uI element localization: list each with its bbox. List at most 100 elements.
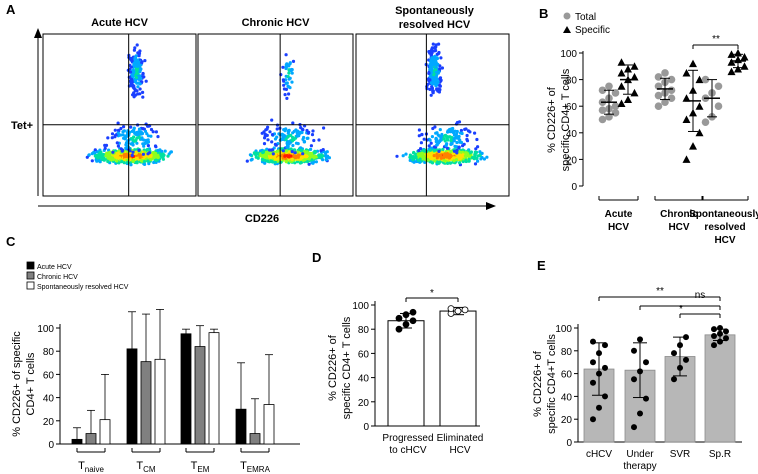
data-point [409, 317, 417, 325]
group-label: Acute [605, 209, 633, 220]
category-label: Progressed [382, 433, 433, 444]
category-EM: TEM [180, 325, 220, 474]
y-tick-label: 100 [555, 324, 572, 335]
category-naive: Tnaive [71, 373, 111, 474]
y-axis-label-2: specific CD4+T cells [546, 334, 558, 434]
flow-plot-frame [197, 33, 354, 197]
bar [208, 332, 220, 445]
data-point [683, 334, 689, 341]
panel-letter-b: B [539, 6, 548, 21]
data-point [714, 82, 723, 91]
legend-triangle-icon [563, 26, 571, 33]
y-tick-label: 40 [43, 394, 55, 405]
data-point [682, 155, 691, 163]
bar-group-3: SVR [664, 334, 696, 460]
y-axis-label-2: CD4+ T cells [25, 352, 37, 415]
category-EMRA: TEMRA [235, 354, 275, 474]
group-label-2: resolved [704, 222, 745, 233]
category-label: SVR [670, 449, 691, 460]
data-point [671, 350, 677, 357]
panel-e-chart: 0 20 40 60 80 100 % CD226+ of specific CD4+T ce… [532, 286, 742, 472]
y-tick-label: 60 [358, 349, 370, 360]
bar [263, 404, 275, 445]
flow-plot-title: Chronic HCV [242, 17, 311, 29]
data-point [409, 308, 417, 316]
panel-d-chart: 0 20 40 60 80 100 % CD226+ of specific CD4+ T c… [327, 288, 483, 456]
legend-swatch [26, 271, 35, 280]
data-point [654, 82, 663, 91]
significance-label: ns [695, 290, 706, 301]
data-point [740, 52, 749, 61]
category-label: cHCV [586, 449, 612, 460]
data-point [682, 115, 691, 123]
data-point [598, 115, 607, 124]
data-point [590, 338, 596, 345]
data-point [631, 347, 637, 354]
data-point [711, 342, 717, 349]
data-point [611, 89, 620, 97]
category-label: TEM [191, 460, 210, 474]
data-point [727, 58, 736, 66]
panel-a-flow-plots: Tet+ CD226 Acute HCV Chronic HCV Spontaneous… [11, 5, 510, 225]
data-point [605, 113, 613, 121]
flow-plot-title: Spontaneously [395, 5, 475, 17]
flow-plot-title: Acute HCV [91, 17, 149, 29]
flow-plot-3: Spontaneously resolved HCV [355, 5, 510, 197]
data-point [717, 325, 723, 331]
y-tick-label: 80 [43, 347, 55, 358]
data-point [630, 72, 639, 81]
data-point [711, 332, 717, 339]
group-3: Spontaneously resolved HCV [689, 49, 758, 246]
y-tick-label: 0 [571, 182, 577, 193]
data-point [643, 395, 649, 402]
data-point [598, 106, 607, 114]
y-tick-label: 100 [37, 324, 54, 335]
y-axis-label: % CD226+ of [327, 334, 339, 401]
bar [387, 320, 425, 427]
y-tick-label: 0 [566, 438, 572, 449]
group-label: Spontaneously [689, 209, 758, 220]
cd226-axis-label: CD226 [245, 213, 279, 225]
y-tick-label: 20 [561, 415, 573, 426]
x-arrow-icon [486, 202, 496, 210]
category-label: TCM [136, 460, 156, 474]
group-label: Chronic [660, 209, 698, 220]
flow-plot-title-2: resolved HCV [399, 19, 471, 31]
y-arrow-icon [34, 28, 42, 38]
bar [439, 310, 477, 427]
data-point [631, 424, 637, 431]
y-tick-label: 0 [363, 422, 369, 433]
data-point [689, 142, 697, 150]
legend-circle-icon [563, 12, 571, 20]
data-point [654, 91, 663, 100]
tet-axis-label: Tet+ [11, 120, 33, 132]
data-point [695, 128, 704, 137]
data-point [677, 342, 683, 349]
y-tick-label: 60 [561, 370, 573, 381]
panel-letter-a: A [6, 2, 16, 17]
y-axis-label-2: specific CD4+ T cells [341, 316, 353, 419]
data-point [701, 118, 710, 126]
data-point [637, 368, 643, 375]
data-point [602, 342, 608, 349]
data-point [630, 62, 639, 70]
y-axis-label: % CD226+ of specific [11, 331, 23, 437]
bar [249, 433, 261, 445]
data-point [682, 94, 691, 102]
panel-letter-c: C [6, 234, 16, 249]
data-point [605, 82, 613, 91]
flow-plot-frame [42, 33, 197, 197]
flow-events [395, 42, 489, 167]
y-axis-label: % CD226+ of [532, 350, 544, 417]
data-point [677, 364, 683, 371]
category-label: Eliminated [437, 433, 484, 444]
legend-label: Spontaneously resolved HCV [37, 284, 129, 291]
y-tick-label: 20 [43, 417, 55, 428]
category-label: TEMRA [240, 460, 271, 474]
data-point [667, 75, 676, 84]
y-tick-label: 80 [358, 325, 370, 336]
data-point [695, 102, 704, 110]
